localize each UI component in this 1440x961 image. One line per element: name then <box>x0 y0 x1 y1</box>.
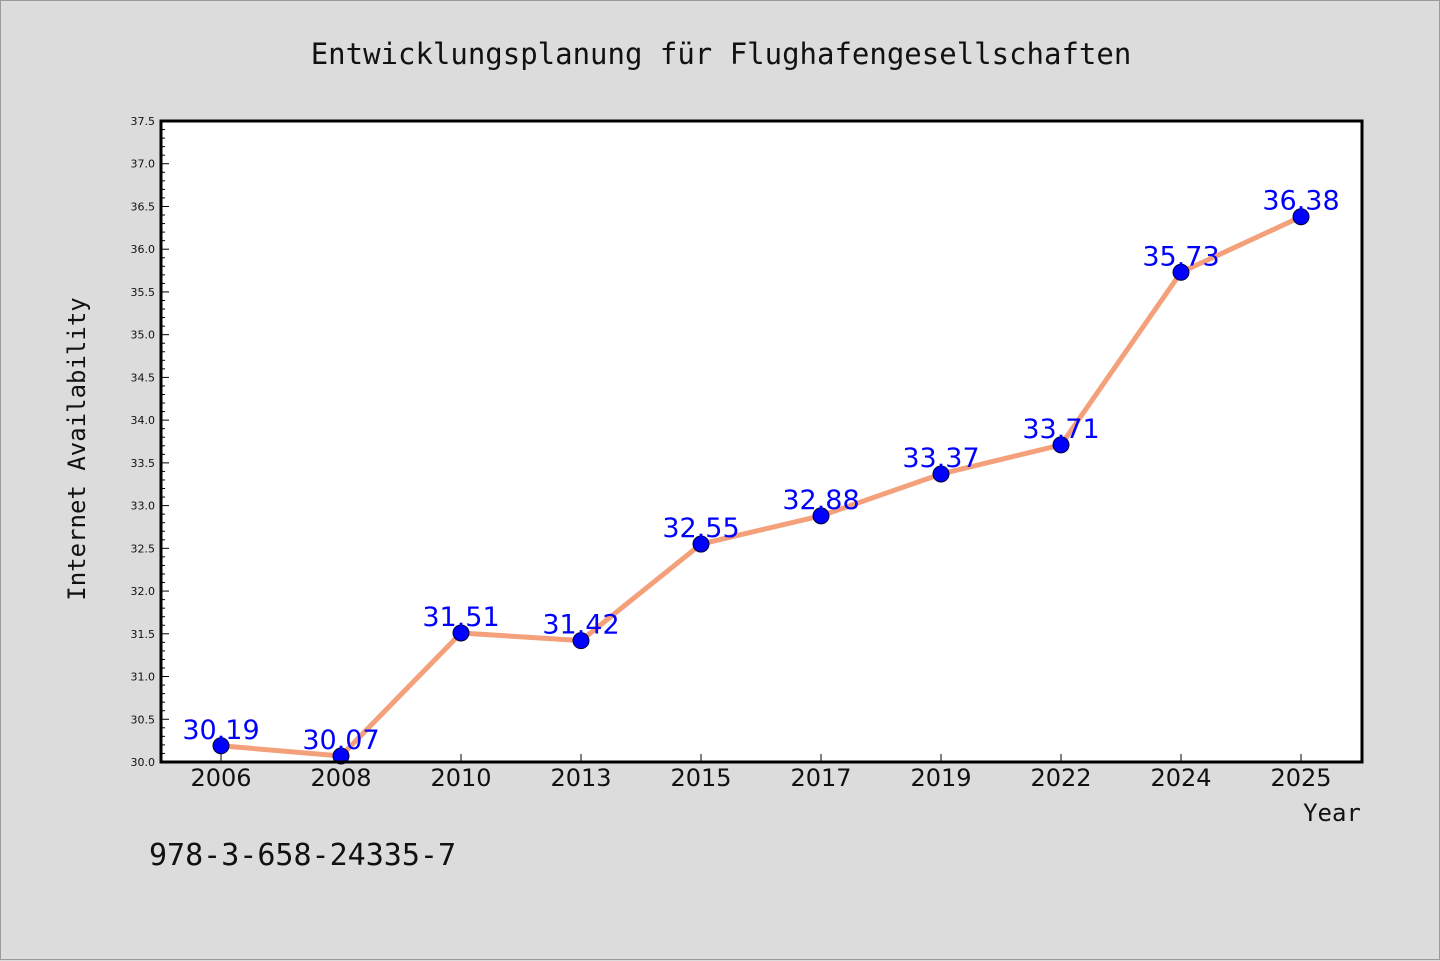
y-tick-label: 34.0 <box>131 414 156 427</box>
x-tick-label: 2006 <box>190 764 251 792</box>
data-point <box>572 632 590 650</box>
x-tick-label: 2015 <box>670 764 731 792</box>
plot-area <box>161 121 1362 762</box>
data-label: 32.55 <box>662 513 739 544</box>
y-axis-label: Internet Availability <box>63 297 91 600</box>
data-point <box>932 465 950 483</box>
y-tick-label: 35.0 <box>131 329 156 342</box>
data-point <box>1052 436 1070 454</box>
x-tick-label: 2010 <box>430 764 491 792</box>
y-tick-label: 37.0 <box>131 158 156 171</box>
y-tick-label: 35.5 <box>131 286 156 299</box>
data-label: 33.37 <box>902 443 979 474</box>
data-label: 30.19 <box>182 715 259 746</box>
x-tick-label: 2024 <box>1150 764 1211 792</box>
x-tick-label: 2008 <box>310 764 371 792</box>
data-label: 31.51 <box>422 602 499 633</box>
y-tick-label: 34.5 <box>131 371 156 384</box>
isbn-annotation: 978-3-658-24335-7 <box>149 838 456 873</box>
data-label: 36.38 <box>1262 186 1339 217</box>
data-labels: 30.19 30.07 31.51 31.42 32.55 32.88 33.37 33.71… <box>182 186 1339 756</box>
x-tick-label: 2013 <box>550 764 611 792</box>
series-markers <box>212 208 1310 765</box>
data-point <box>332 747 350 765</box>
data-point <box>1292 208 1310 226</box>
data-label: 31.42 <box>542 610 619 641</box>
data-point <box>212 737 230 755</box>
chart-title: Entwicklungsplanung für Flughafengesells… <box>311 37 1132 71</box>
x-axis: 2006 2008 2010 2013 2015 2017 2019 2022 2024 2025 <box>190 754 1332 792</box>
series-line <box>220 214 1303 759</box>
x-tick-label: 2022 <box>1030 764 1091 792</box>
data-label: 30.07 <box>302 725 379 756</box>
x-tick-label: 2017 <box>790 764 851 792</box>
y-tick-label: 31.0 <box>131 671 156 684</box>
data-label: 33.71 <box>1022 414 1099 445</box>
plot-border <box>159 119 1364 764</box>
y-tick-label: 30.5 <box>131 713 156 726</box>
data-label: 35.73 <box>1142 241 1219 272</box>
y-tick-label: 37.5 <box>131 115 156 128</box>
y-tick-label: 30.0 <box>131 756 156 769</box>
x-axis-label: Year <box>1303 799 1361 827</box>
y-tick-label: 33.5 <box>131 457 156 470</box>
y-tick-label: 33.0 <box>131 500 156 513</box>
y-axis: 30.0 30.5 31.0 31.5 32.0 32.5 33.0 33.5 34.0 34.5… <box>131 115 169 769</box>
y-tick-label: 31.5 <box>131 628 156 641</box>
data-point <box>692 535 710 553</box>
x-tick-label: 2025 <box>1270 764 1331 792</box>
y-tick-label: 36.0 <box>131 243 156 256</box>
y-tick-label: 32.0 <box>131 585 156 598</box>
y-tick-label: 32.5 <box>131 542 156 555</box>
data-label: 32.88 <box>782 485 859 516</box>
data-point <box>1172 263 1190 281</box>
data-point <box>812 507 830 525</box>
y-tick-label: 36.5 <box>131 200 156 213</box>
x-tick-label: 2019 <box>910 764 971 792</box>
data-point <box>452 624 470 642</box>
